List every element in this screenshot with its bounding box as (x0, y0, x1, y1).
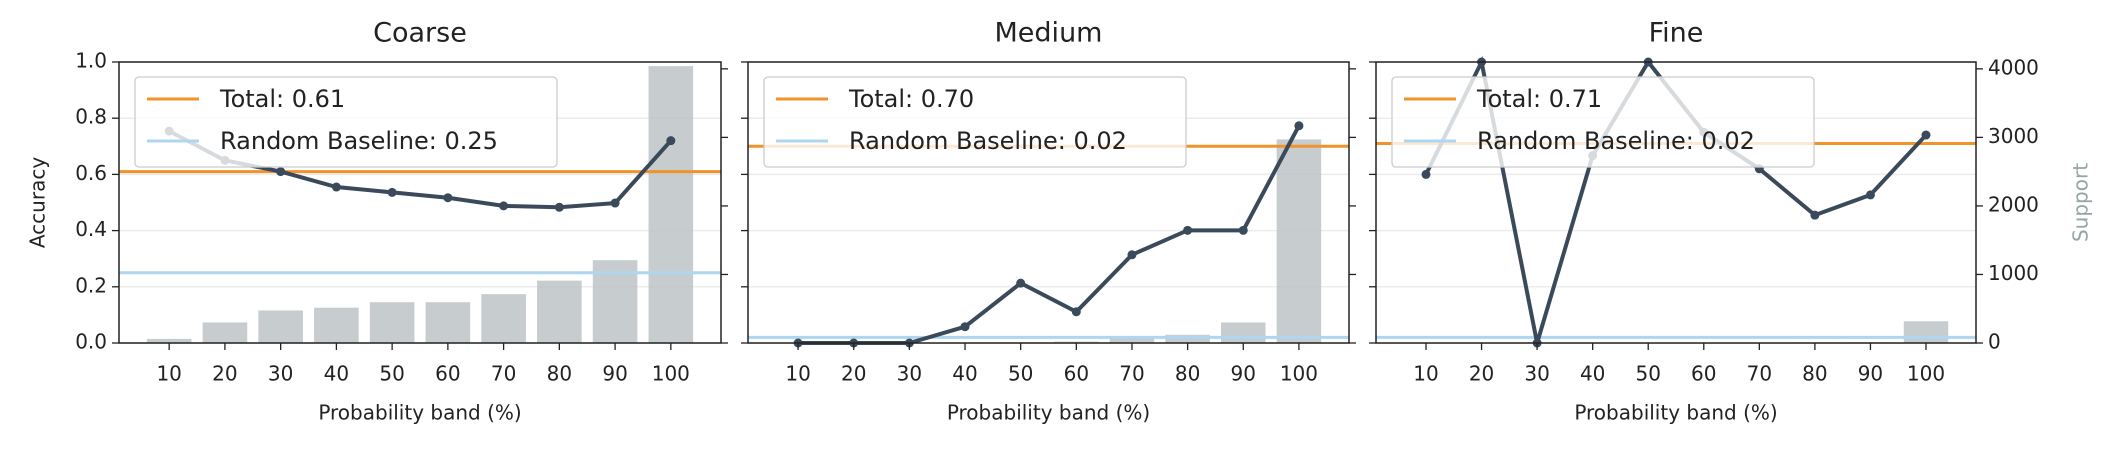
x-tick-label: 60 (435, 362, 460, 386)
x-tick-label: 60 (1064, 362, 1089, 386)
point (1071, 307, 1081, 317)
legend: Total: 0.70 Random Baseline: 0.02 (763, 76, 1187, 168)
point (554, 202, 564, 212)
bar (258, 310, 303, 343)
point (1810, 210, 1820, 220)
legend-label: Random Baseline: 0.02 (849, 127, 1127, 155)
point (1183, 225, 1193, 235)
legend-label: Total: 0.61 (219, 85, 345, 113)
x-tick-label: 100 (1280, 362, 1318, 386)
x-tick-label: 40 (952, 362, 977, 386)
x-tick-label: 30 (268, 362, 293, 386)
y-tick-label: 1.0 (75, 49, 107, 73)
plot-frame (747, 61, 1350, 344)
x-tick-label: 40 (1580, 362, 1605, 386)
bar (1109, 337, 1155, 343)
x-tick-label: 90 (602, 362, 627, 386)
bar (1165, 334, 1210, 343)
point (1016, 278, 1026, 288)
plot-frame (1375, 61, 1977, 344)
point (1127, 250, 1137, 260)
x-tick-label: 70 (1747, 362, 1772, 386)
x-tick-label: 70 (491, 362, 516, 386)
x-tick-label: 80 (1175, 362, 1200, 386)
legend-box (134, 76, 558, 168)
x-tick-label: 30 (897, 362, 922, 386)
x-tick-label: 50 (1008, 362, 1033, 386)
bar (425, 302, 471, 343)
bar (481, 294, 526, 343)
x-tick-label: 50 (1635, 362, 1660, 386)
bar (537, 280, 582, 343)
point (1294, 121, 1304, 131)
bar (314, 307, 359, 343)
y-tick-label: 0.4 (75, 217, 107, 241)
bar (1276, 139, 1322, 343)
x-tick-label: 20 (1469, 362, 1494, 386)
point (610, 198, 620, 208)
point (1865, 190, 1875, 200)
x-tick-label: 10 (1413, 362, 1438, 386)
x-tick-label: 90 (1858, 362, 1883, 386)
bar (1221, 322, 1266, 343)
y-tick-label: 0.0 (75, 330, 107, 354)
x-tick-label: 80 (547, 362, 572, 386)
x-axis-label: Probability band (%) (1574, 401, 1777, 425)
x-tick-label: 30 (1524, 362, 1549, 386)
bar (1903, 321, 1949, 343)
x-tick-label: 80 (1802, 362, 1827, 386)
x-tick-label: 90 (1231, 362, 1256, 386)
legend-label: Total: 0.70 (848, 85, 974, 113)
y2-tick-label: 4000 (1988, 55, 2039, 79)
x-tick-label: 20 (212, 362, 237, 386)
panel-title: Fine (1649, 18, 1704, 49)
point (960, 322, 970, 332)
legend-box (1391, 76, 1815, 168)
y-tick-label: 0.6 (75, 161, 107, 185)
x-tick-label: 10 (785, 362, 810, 386)
x-tick-label: 40 (324, 362, 349, 386)
y-axis-label: Accuracy (26, 157, 50, 248)
y-tick-label: 0.2 (75, 273, 107, 297)
point (1238, 225, 1248, 235)
point (499, 201, 509, 211)
point (666, 136, 676, 146)
legend: Total: 0.61 Random Baseline: 0.25 (134, 76, 558, 168)
legend-label: Random Baseline: 0.25 (220, 127, 498, 155)
bar (648, 66, 694, 344)
x-axis-label: Probability band (%) (947, 401, 1150, 425)
legend-label: Total: 0.71 (1476, 85, 1602, 113)
x-axis-label: Probability band (%) (318, 401, 521, 425)
y2-tick-label: 1000 (1988, 261, 2039, 285)
point (1421, 169, 1431, 179)
x-tick-label: 60 (1691, 362, 1716, 386)
bar (146, 338, 192, 343)
point (443, 193, 453, 203)
x-tick-label: 100 (1907, 362, 1945, 386)
x-tick-label: 10 (156, 362, 181, 386)
bar (202, 322, 248, 343)
panel-title: Coarse (373, 18, 467, 49)
x-tick-label: 20 (841, 362, 866, 386)
bar (369, 302, 415, 343)
y2-axis-label: Support (2069, 163, 2093, 242)
plot-frame (118, 61, 722, 344)
y-tick-label: 0.8 (75, 105, 107, 129)
x-tick-label: 100 (652, 362, 690, 386)
legend-label: Random Baseline: 0.02 (1477, 127, 1755, 155)
y2-tick-label: 3000 (1988, 124, 2039, 148)
x-tick-label: 50 (379, 362, 404, 386)
point (387, 187, 397, 197)
point (1921, 130, 1931, 140)
y2-tick-label: 0 (1988, 330, 2001, 354)
legend-box (763, 76, 1187, 168)
point (331, 182, 341, 192)
x-tick-label: 70 (1119, 362, 1144, 386)
legend: Total: 0.71 Random Baseline: 0.02 (1391, 76, 1815, 168)
panel-title: Medium (995, 18, 1103, 49)
y2-tick-label: 2000 (1988, 192, 2039, 216)
point (276, 167, 286, 177)
